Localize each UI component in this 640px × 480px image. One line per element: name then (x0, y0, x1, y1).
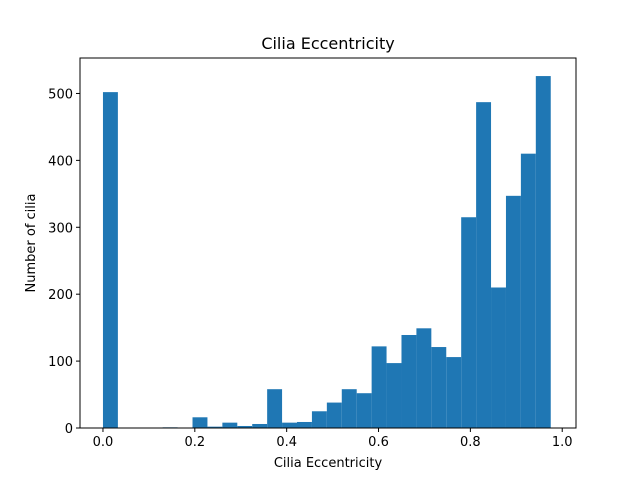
histogram-bar (520, 153, 536, 429)
histogram-bar (431, 347, 447, 428)
histogram-bar (505, 195, 521, 428)
y-tick-label: 500 (48, 87, 73, 102)
histogram-bar (102, 92, 118, 429)
y-axis-label: Number of cilia (24, 194, 39, 293)
bars-group (102, 76, 551, 429)
y-tick-label: 100 (48, 355, 73, 370)
x-tick-label: 0.4 (276, 435, 297, 450)
chart-title: Cilia Eccentricity (261, 34, 394, 53)
histogram-bar (446, 357, 462, 428)
histogram-bar (267, 389, 283, 428)
plot-frame (79, 57, 577, 429)
histogram-bar (341, 389, 357, 428)
histogram-bar (491, 287, 506, 428)
histogram-bar (356, 393, 372, 428)
histogram-bar (207, 426, 223, 428)
x-axis-ticks: 0.0 0.2 0.4 0.6 0.8 1.0 (93, 428, 573, 450)
histogram-bar (476, 102, 492, 429)
histogram-bar (237, 425, 253, 428)
histogram-bar (416, 328, 432, 428)
y-axis-ticks: 0 100 200 300 400 500 (48, 87, 80, 437)
x-tick-label: 0.8 (460, 435, 481, 450)
y-tick-label: 300 (48, 221, 73, 236)
histogram-bar (252, 423, 268, 428)
histogram-bar (222, 422, 238, 428)
y-tick-label: 0 (65, 422, 73, 437)
y-tick-label: 400 (48, 154, 73, 169)
x-tick-label: 0.0 (93, 435, 114, 450)
histogram-bar (282, 422, 297, 428)
x-axis-label: Cilia Eccentricity (274, 456, 383, 471)
histogram-bar (535, 76, 551, 429)
y-tick-label: 200 (48, 288, 73, 303)
histogram-bar (401, 334, 417, 428)
histogram-bar (371, 346, 387, 428)
x-tick-label: 0.2 (184, 435, 205, 450)
histogram-bar (326, 402, 342, 428)
x-tick-label: 1.0 (552, 435, 573, 450)
x-tick-label: 0.6 (368, 435, 389, 450)
histogram-bar (297, 421, 312, 428)
histogram-bar (386, 363, 402, 428)
histogram-bar (311, 411, 327, 428)
histogram-bar (192, 417, 208, 428)
histogram-bar (461, 217, 477, 428)
